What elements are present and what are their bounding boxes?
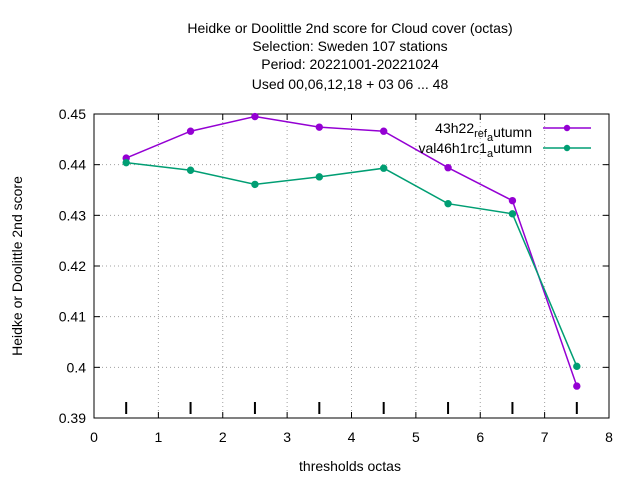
legend-text-part: ref	[474, 128, 488, 140]
y-tick-label: 0.39	[59, 410, 86, 426]
y-tick-label: 0.42	[59, 258, 86, 274]
data-point-series-1	[379, 127, 388, 135]
legend-marker-1	[563, 124, 571, 132]
data-point-series-1	[251, 112, 259, 121]
data-point-series-1	[315, 123, 324, 131]
x-tick-label: 3	[283, 429, 291, 445]
data-point-series-2	[251, 180, 259, 189]
legend-marker-2	[563, 144, 571, 152]
data-point-series-1	[186, 127, 195, 135]
title-line-3: Period: 20221001-20221024	[261, 56, 439, 72]
title-line-2: Selection: Sweden 107 stations	[252, 38, 447, 54]
y-tick-label: 0.45	[59, 106, 86, 122]
data-point-series-2	[186, 166, 195, 174]
rug-marks	[125, 402, 578, 414]
data-point-series-2	[508, 210, 517, 218]
grid	[94, 114, 609, 418]
data-point-series-2	[315, 173, 324, 181]
legend-text-part: utumn	[493, 124, 532, 140]
axes: 0 1 2 3 4 5 6 7 8 0.39 0.4 0.41 0.42 0.43 0.44 0.45	[59, 106, 613, 445]
y-tick-label: 0.43	[59, 207, 86, 223]
x-tick-label: 1	[154, 429, 162, 445]
x-tick-label: 8	[605, 429, 613, 445]
chart-title: Heidke or Doolittle 2nd score for Cloud …	[187, 20, 512, 92]
y-tick-label: 0.4	[67, 359, 87, 375]
data-point-series-2	[122, 158, 130, 167]
x-tick-label: 0	[90, 429, 98, 445]
legend-text-part: a	[487, 132, 494, 144]
x-axis-label: thresholds octas	[299, 458, 401, 474]
series-line-2	[126, 161, 578, 367]
data-point-series-1	[508, 196, 517, 205]
legend-label-2: val46h1rc1autumn	[418, 140, 532, 160]
y-tick-label: 0.41	[59, 309, 86, 325]
x-tick-label: 2	[219, 429, 227, 445]
series-line-1	[125, 115, 578, 387]
x-tick-label: 5	[412, 429, 420, 445]
x-tick-label: 6	[476, 429, 484, 445]
title-line-1: Heidke or Doolittle 2nd score for Cloud …	[187, 20, 512, 36]
x-tick-label: 4	[348, 429, 356, 445]
series-layer	[122, 112, 581, 390]
data-point-series-2	[379, 164, 388, 172]
data-point-series-1	[444, 164, 452, 172]
legend-label-1: 43h22refautumn	[435, 120, 532, 144]
y-tick-label: 0.44	[59, 157, 86, 173]
legend-text-part: utumn	[493, 140, 532, 156]
y-axis-label: Heidke or Doolittle 2nd score	[9, 176, 25, 356]
legend-text-part: val46h1rc1	[418, 140, 487, 156]
title-line-4: Used 00,06,12,18 + 03 06 ... 48	[252, 76, 449, 92]
data-point-series-1	[573, 382, 581, 390]
legend-text-part: 43h22	[435, 120, 474, 136]
data-point-series-2	[444, 199, 452, 208]
data-point-series-2	[573, 362, 581, 371]
legend-text-part: a	[487, 148, 494, 160]
x-tick-label: 7	[541, 429, 549, 445]
